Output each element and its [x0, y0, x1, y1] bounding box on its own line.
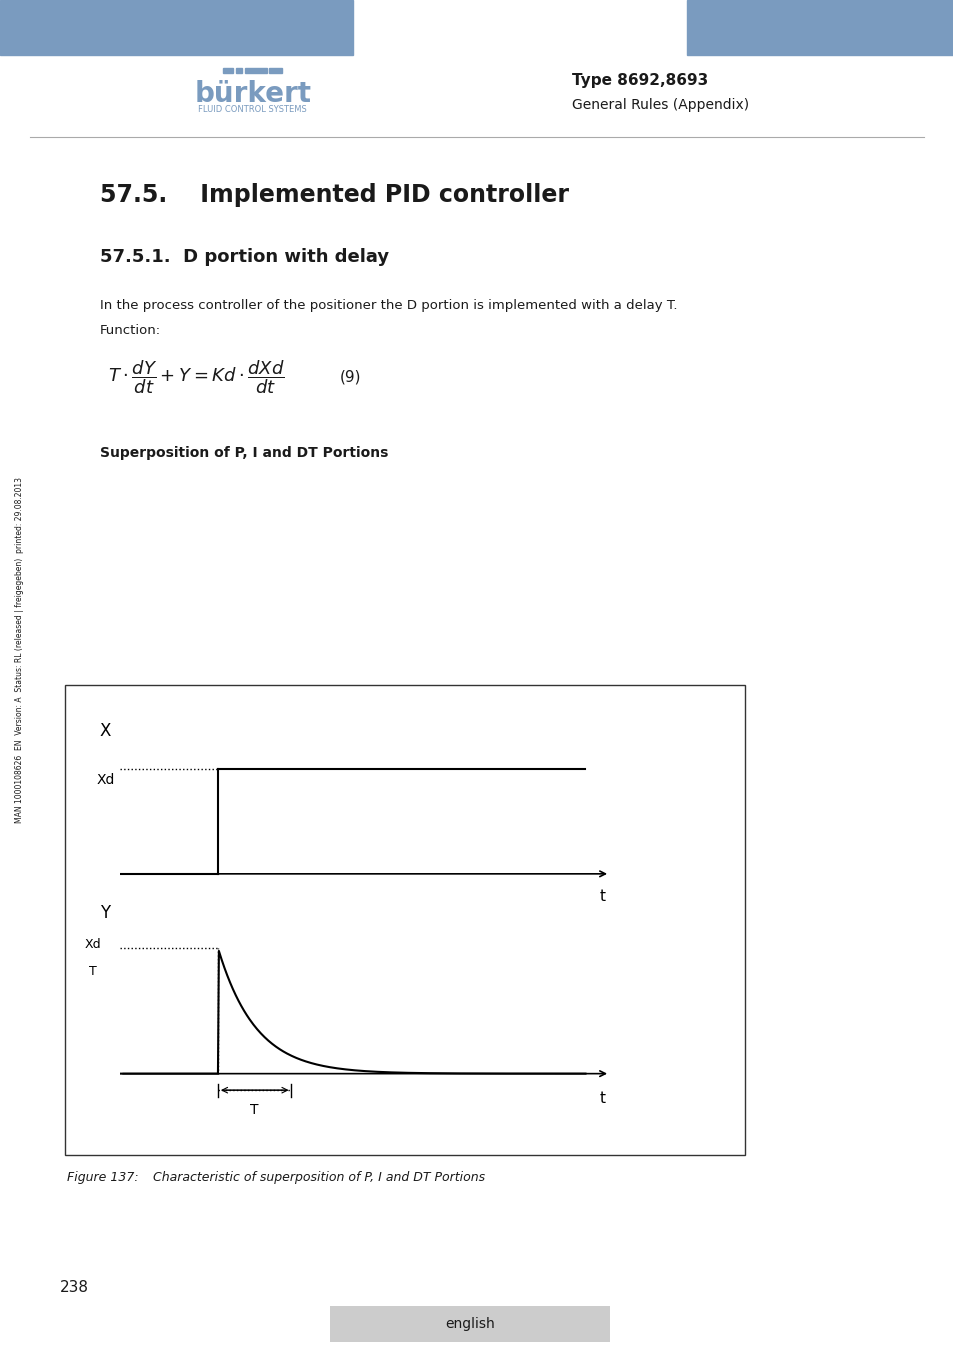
Text: (9): (9): [339, 370, 361, 385]
Bar: [235, 68, 241, 73]
Text: 57.5.    Implemented PID controller: 57.5. Implemented PID controller: [100, 184, 568, 207]
Bar: [223, 68, 233, 73]
Text: T: T: [251, 1103, 258, 1118]
Bar: [65, 684, 744, 1156]
Text: Figure 137:: Figure 137:: [67, 1170, 138, 1184]
Text: 238: 238: [60, 1281, 89, 1296]
Text: english: english: [445, 1318, 495, 1331]
Text: Type 8692,8693: Type 8692,8693: [572, 73, 708, 88]
Text: T: T: [89, 965, 97, 977]
Text: General Rules (Appendix): General Rules (Appendix): [572, 99, 749, 112]
Text: t: t: [599, 1091, 605, 1106]
Text: t: t: [599, 890, 605, 905]
Text: Y: Y: [100, 903, 111, 922]
Text: 57.5.1.  D portion with delay: 57.5.1. D portion with delay: [100, 248, 389, 266]
Bar: [0, 0, 353, 55]
Text: Xd: Xd: [96, 772, 114, 787]
Text: FLUID CONTROL SYSTEMS: FLUID CONTROL SYSTEMS: [198, 105, 307, 113]
Bar: [330, 1305, 609, 1342]
Text: MAN 1000108626  EN  Version: A  Status: RL (released | freigegeben)  printed: 29: MAN 1000108626 EN Version: A Status: RL …: [15, 477, 25, 824]
Text: Xd: Xd: [85, 938, 101, 952]
Text: Function:: Function:: [100, 324, 161, 336]
Text: In the process controller of the positioner the D portion is implemented with a : In the process controller of the positio…: [100, 298, 677, 312]
Text: X: X: [99, 722, 111, 740]
Text: Superposition of P, I and DT Portions: Superposition of P, I and DT Portions: [100, 446, 388, 460]
Text: bürkert: bürkert: [194, 80, 311, 108]
Bar: [245, 68, 267, 73]
Bar: [686, 0, 953, 55]
Bar: [269, 68, 281, 73]
Text: Characteristic of superposition of P, I and DT Portions: Characteristic of superposition of P, I …: [152, 1170, 485, 1184]
Text: $T\cdot\dfrac{dY}{dt} + Y = Kd\cdot\dfrac{dXd}{dt}$: $T\cdot\dfrac{dY}{dt} + Y = Kd\cdot\dfra…: [108, 358, 285, 396]
